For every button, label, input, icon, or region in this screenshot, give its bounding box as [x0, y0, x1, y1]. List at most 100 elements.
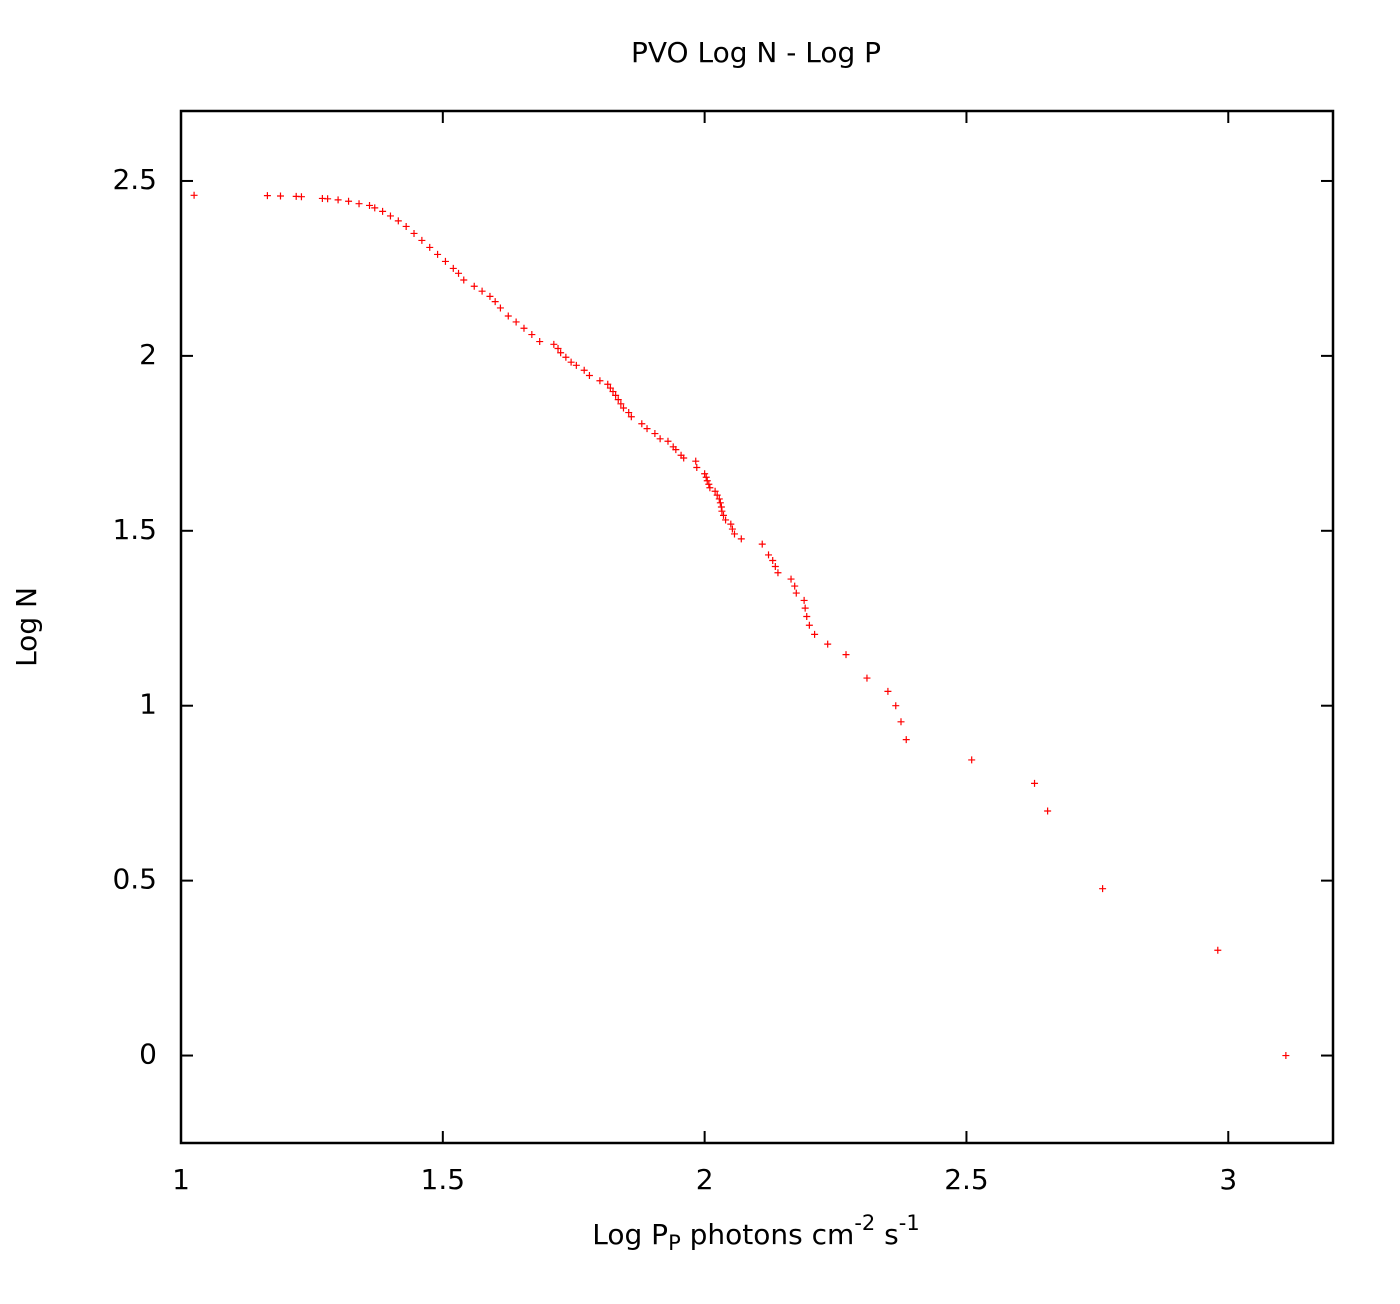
data-point	[805, 621, 813, 629]
data-point	[702, 473, 710, 481]
x-tick-label: 2	[696, 1163, 714, 1196]
data-point	[771, 562, 779, 570]
data-point	[486, 292, 494, 300]
data-point	[811, 630, 819, 638]
data-point	[863, 674, 871, 682]
data-point	[701, 470, 709, 478]
data-point	[643, 425, 651, 433]
x-axis-label: Log PP photons cm-2 s-1	[592, 1211, 919, 1255]
data-point	[716, 499, 724, 507]
data-point	[619, 404, 627, 412]
data-point	[968, 756, 976, 764]
x-tick-label: 1	[172, 1163, 190, 1196]
x-label-sub: P	[668, 1231, 681, 1255]
data-point	[728, 525, 736, 533]
data-point	[496, 304, 504, 312]
data-point	[758, 540, 766, 548]
data-point	[585, 371, 593, 379]
data-point	[455, 269, 463, 277]
data-point	[787, 575, 795, 583]
data-point	[705, 480, 713, 488]
data-point	[638, 420, 646, 428]
data-point	[1282, 1052, 1290, 1060]
data-point	[567, 358, 575, 366]
data-point	[491, 298, 499, 306]
y-tick-label: 0.5	[112, 863, 157, 896]
data-point	[884, 687, 892, 695]
data-point	[596, 377, 604, 385]
data-point	[386, 212, 394, 220]
data-point	[717, 503, 725, 511]
data-point	[627, 413, 635, 421]
y-tick-label: 1	[139, 688, 157, 721]
data-point	[572, 361, 580, 369]
data-point	[426, 243, 434, 251]
x-tick-label: 3	[1219, 1163, 1237, 1196]
data-point	[824, 640, 832, 648]
data-point	[334, 196, 342, 204]
data-point	[897, 718, 905, 726]
data-point	[536, 338, 544, 346]
data-point	[625, 409, 633, 417]
data-point	[737, 535, 745, 543]
y-tick-label: 1.5	[112, 513, 157, 546]
data-point	[402, 222, 410, 230]
plot-frame	[179, 109, 1335, 1145]
data-point	[801, 604, 809, 612]
data-point	[693, 463, 701, 471]
data-point	[677, 451, 685, 459]
data-point	[792, 589, 800, 597]
data-point	[604, 380, 612, 388]
data-point	[434, 250, 442, 258]
y-tick-label: 0	[139, 1038, 157, 1071]
data-point	[803, 613, 811, 621]
chart-title: PVO Log N - Log P	[631, 36, 881, 69]
data-point	[394, 217, 402, 225]
x-label-part: s	[875, 1218, 899, 1251]
x-label-part: Log P	[592, 1218, 668, 1251]
data-point	[263, 192, 271, 200]
data-point	[727, 520, 735, 528]
data-point	[520, 324, 528, 332]
data-point	[722, 516, 730, 524]
data-point	[554, 345, 562, 353]
data-point	[355, 200, 363, 208]
data-point	[651, 430, 659, 438]
data-point	[190, 191, 198, 199]
data-point	[345, 197, 353, 205]
data-point	[318, 194, 326, 202]
x-label-part: photons cm	[681, 1218, 855, 1251]
data-point	[470, 282, 478, 290]
data-point	[1214, 946, 1222, 954]
data-point	[769, 557, 777, 565]
data-point	[371, 204, 379, 212]
y-tick-label: 2.5	[112, 163, 157, 196]
data-point	[669, 443, 677, 451]
data-point	[711, 487, 719, 495]
data-point	[606, 384, 614, 392]
data-point	[617, 400, 625, 408]
data-point	[449, 264, 457, 272]
y-axis-label: Log N	[10, 587, 43, 667]
data-point	[528, 331, 536, 339]
data-point	[892, 702, 900, 710]
data-point	[1031, 779, 1039, 787]
data-point	[800, 596, 808, 604]
data-point	[715, 495, 723, 503]
x-tick-label: 2.5	[944, 1163, 989, 1196]
data-point	[366, 201, 374, 209]
data-point	[614, 396, 622, 404]
data-point	[706, 484, 714, 492]
data-point	[612, 391, 620, 399]
data-point	[713, 491, 721, 499]
data-point	[774, 569, 782, 577]
data-point	[902, 736, 910, 744]
data-point	[791, 582, 799, 590]
y-tick-label: 2	[139, 338, 157, 371]
data-point	[441, 257, 449, 265]
x-tick-label: 1.5	[421, 1163, 466, 1196]
data-point	[730, 530, 738, 538]
data-point	[1099, 885, 1107, 893]
data-point	[418, 236, 426, 244]
